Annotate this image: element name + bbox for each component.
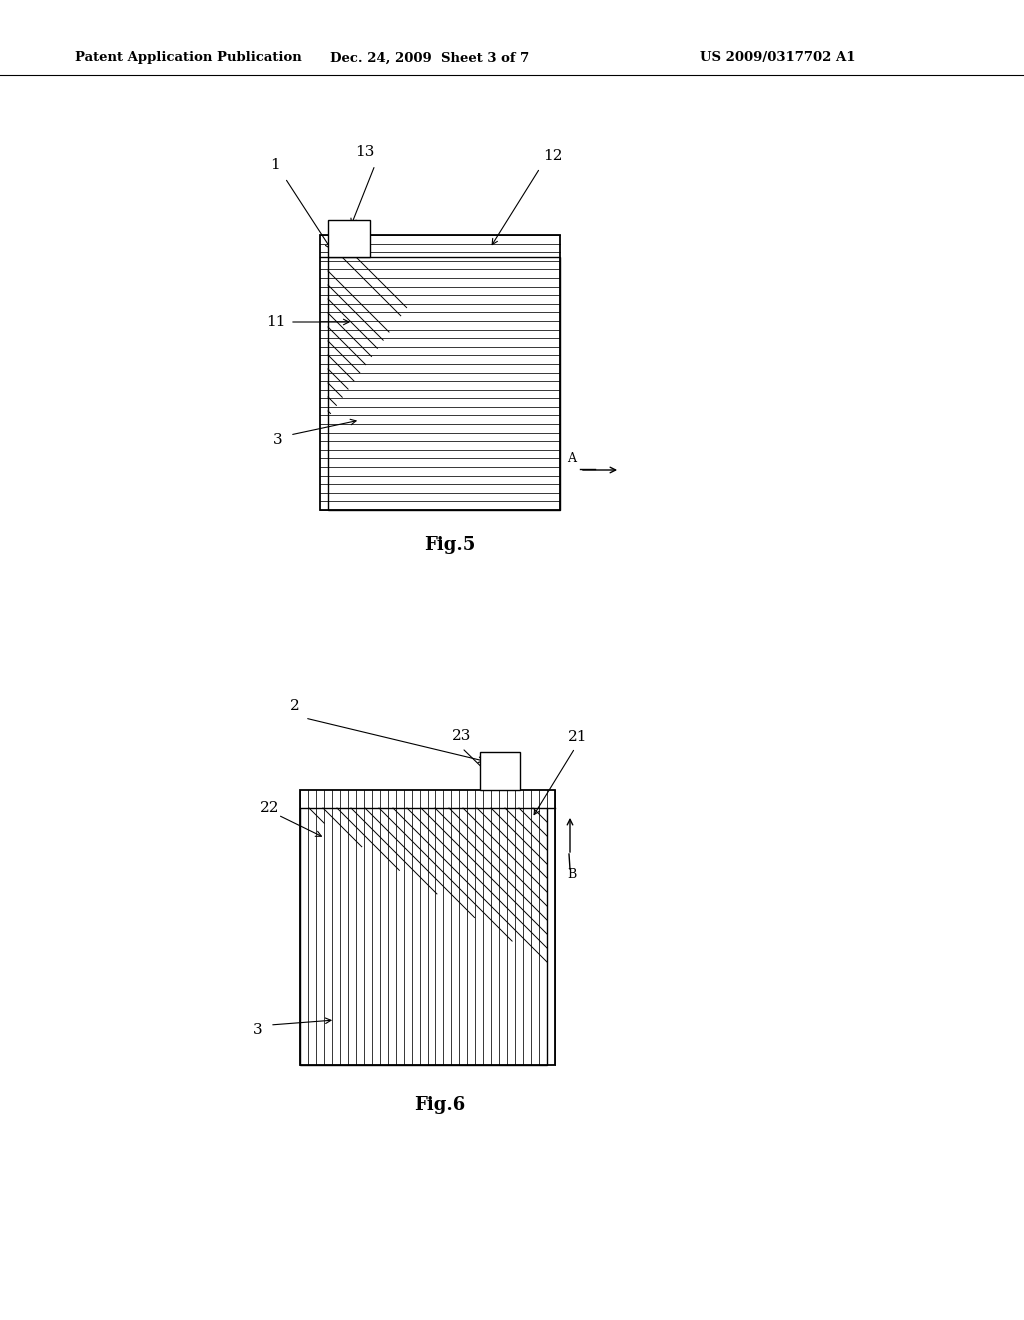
Text: 21: 21	[568, 730, 588, 744]
Text: 22: 22	[260, 801, 280, 814]
Text: 3: 3	[273, 433, 283, 447]
Text: 23: 23	[453, 729, 472, 743]
Polygon shape	[328, 220, 370, 257]
Text: US 2009/0317702 A1: US 2009/0317702 A1	[700, 51, 855, 65]
Text: 13: 13	[355, 145, 375, 158]
Text: 12: 12	[544, 149, 563, 162]
Text: 2: 2	[290, 700, 300, 713]
Text: 11: 11	[266, 315, 286, 329]
Text: 1: 1	[270, 158, 280, 172]
Text: B: B	[567, 869, 577, 882]
Text: A: A	[567, 451, 577, 465]
Text: Fig.5: Fig.5	[424, 536, 476, 554]
Text: Dec. 24, 2009  Sheet 3 of 7: Dec. 24, 2009 Sheet 3 of 7	[331, 51, 529, 65]
Text: Fig.6: Fig.6	[415, 1096, 466, 1114]
Text: Patent Application Publication: Patent Application Publication	[75, 51, 302, 65]
Text: 3: 3	[253, 1023, 263, 1038]
Polygon shape	[480, 752, 520, 789]
